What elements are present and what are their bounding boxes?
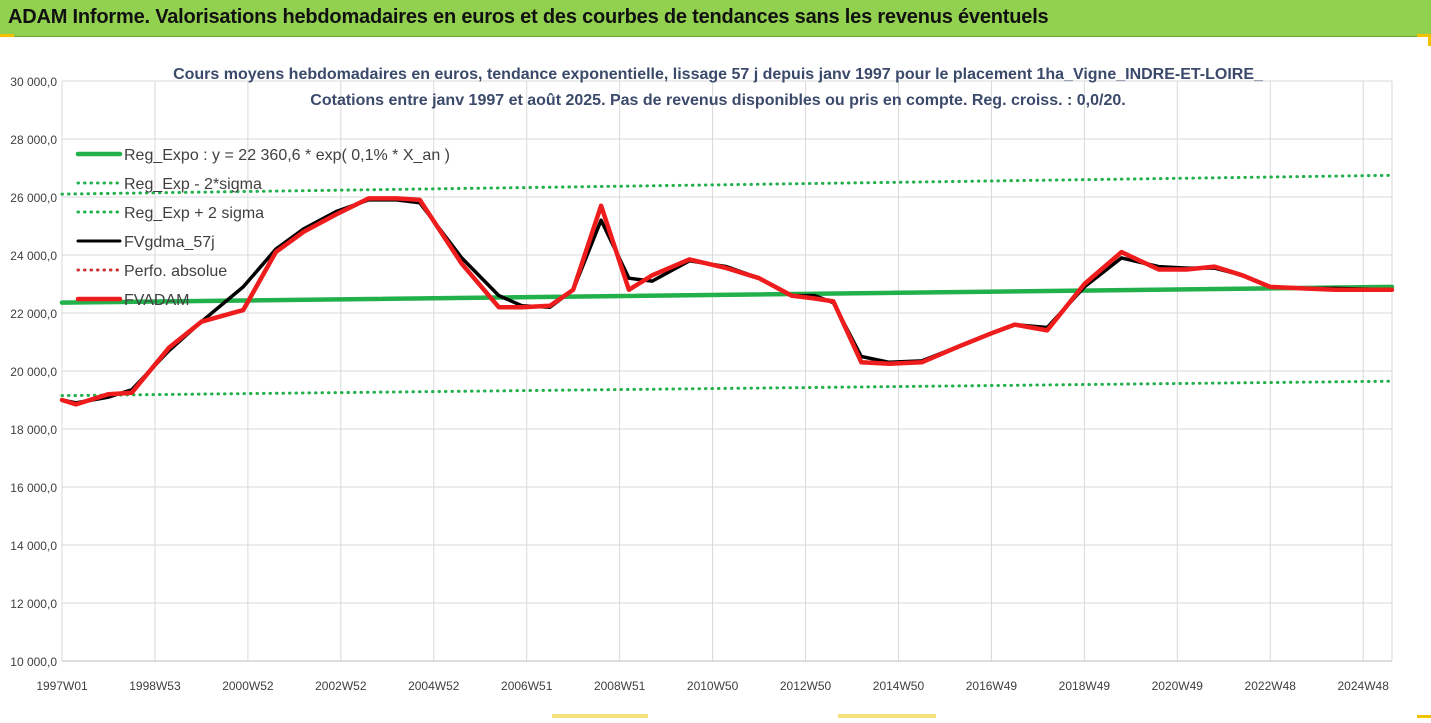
x-tick-label: 2012W50	[780, 679, 832, 693]
x-tick-label: 2002W52	[315, 679, 367, 693]
y-tick-label: 10 000,0	[10, 655, 57, 669]
legend-label: Reg_Expo : y = 22 360,6 * exp( 0,1% * X_…	[124, 147, 450, 164]
y-tick-label: 30 000,0	[10, 75, 57, 89]
x-tick-label: 2018W49	[1059, 679, 1111, 693]
chart-title: Cours moyens hebdomadaires en euros, ten…	[173, 66, 1264, 83]
y-axis-ticks: 10 000,0 12 000,0 14 000,0 16 000,0 18 000,0…	[10, 75, 57, 669]
series-line-2	[60, 379, 1394, 398]
y-tick-label: 16 000,0	[10, 481, 57, 495]
corner-accent-right-vertical	[1428, 34, 1431, 46]
grid-layer	[61, 80, 1393, 662]
series-line-0	[59, 284, 1395, 305]
y-tick-label: 24 000,0	[10, 249, 57, 263]
x-tick-label: 2022W48	[1245, 679, 1297, 693]
chart-area: 10 000,0 12 000,0 14 000,0 16 000,0 18 000,0…	[0, 37, 1431, 718]
chart-subtitle: Cotations entre janv 1997 et août 2025. …	[310, 92, 1125, 109]
sheet-tab-marker-1	[552, 714, 648, 718]
series-line-1	[60, 173, 1394, 196]
x-axis-ticks: 1997W01 1998W53 2000W52 2002W52 2004W52 2006W…	[36, 679, 1389, 693]
legend-label: Perfo. absolue	[124, 263, 227, 280]
x-tick-label: 2000W52	[222, 679, 274, 693]
report-banner: ADAM Informe. Valorisations hebdomadaire…	[0, 0, 1431, 37]
corner-accent-bottom-right	[1417, 715, 1431, 718]
corner-accent-right	[1417, 34, 1431, 37]
x-tick-label: 1997W01	[36, 679, 88, 693]
x-tick-label: 2010W50	[687, 679, 739, 693]
x-tick-label: 2024W48	[1338, 679, 1390, 693]
x-tick-label: 2006W51	[501, 679, 553, 693]
x-tick-label: 2016W49	[966, 679, 1018, 693]
y-tick-label: 28 000,0	[10, 133, 57, 147]
line-chart: 10 000,0 12 000,0 14 000,0 16 000,0 18 000,0…	[10, 66, 1395, 693]
y-tick-label: 14 000,0	[10, 539, 57, 553]
x-tick-label: 2014W50	[873, 679, 925, 693]
x-tick-label: 2020W49	[1152, 679, 1204, 693]
x-tick-label: 2008W51	[594, 679, 646, 693]
sheet-tab-marker-2	[838, 714, 936, 718]
series-layer	[59, 173, 1395, 407]
report-title: ADAM Informe. Valorisations hebdomadaire…	[8, 6, 1049, 28]
corner-accent-left	[0, 34, 14, 37]
y-tick-label: 26 000,0	[10, 191, 57, 205]
legend-label: Reg_Exp - 2*sigma	[124, 176, 262, 193]
x-tick-label: 2004W52	[408, 679, 460, 693]
y-tick-label: 18 000,0	[10, 423, 57, 437]
legend-label: Reg_Exp + 2 sigma	[124, 205, 264, 222]
y-tick-label: 22 000,0	[10, 307, 57, 321]
x-tick-label: 1998W53	[129, 679, 181, 693]
legend-label: FVADAM	[124, 292, 189, 309]
series-line-5	[59, 196, 1395, 407]
legend-label: FVgdma_57j	[124, 234, 215, 251]
chart-legend: Reg_Expo : y = 22 360,6 * exp( 0,1% * X_…	[75, 147, 450, 309]
y-tick-label: 20 000,0	[10, 365, 57, 379]
y-tick-label: 12 000,0	[10, 597, 57, 611]
